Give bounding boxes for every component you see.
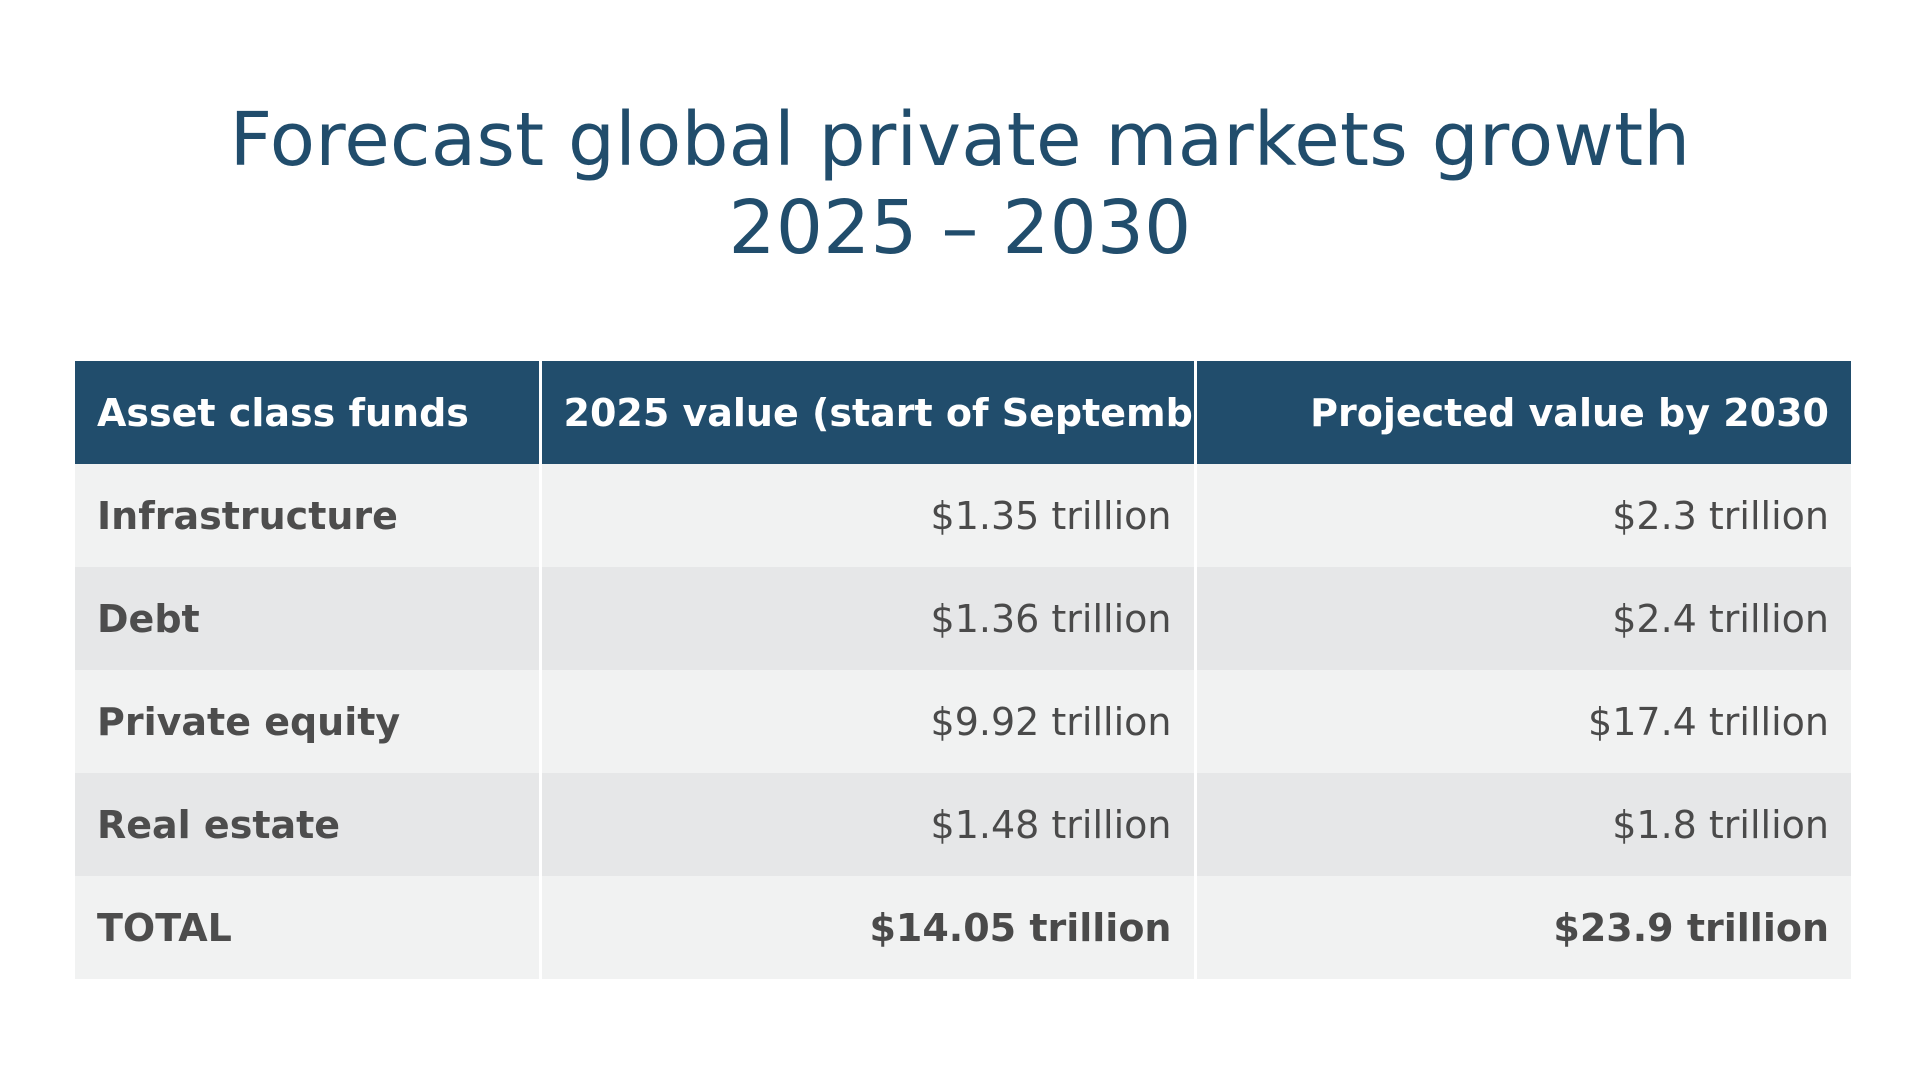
cell-2030-value: $2.3 trillion (1193, 464, 1851, 567)
row-label: Private equity (75, 670, 540, 773)
cell-2025-value: $1.48 trillion (538, 773, 1195, 876)
row-label: Real estate (75, 773, 540, 876)
row-label: TOTAL (75, 876, 540, 979)
row-label: Infrastructure (75, 464, 540, 567)
cell-2025-value: $1.36 trillion (538, 567, 1195, 670)
title-line-1: Forecast global private markets growth (229, 97, 1691, 183)
cell-2030-value: $17.4 trillion (1193, 670, 1851, 773)
column-header-2025-value: 2025 value (start of September) (538, 361, 1195, 464)
cell-2030-value: $1.8 trillion (1193, 773, 1851, 876)
cell-2025-value: $1.35 trillion (538, 464, 1195, 567)
cell-2030-value: $2.4 trillion (1193, 567, 1851, 670)
table-row-total: TOTAL $14.05 trillion $23.9 trillion (75, 876, 1851, 979)
table-row-debt: Debt $1.36 trillion $2.4 trillion (75, 567, 1851, 670)
header-row: Asset class funds 2025 value (start of S… (75, 361, 1851, 464)
row-label: Debt (75, 567, 540, 670)
forecast-table: Asset class funds 2025 value (start of S… (75, 361, 1851, 979)
table-row-infrastructure: Infrastructure $1.35 trillion $2.3 trill… (75, 464, 1851, 567)
chart-title: Forecast global private markets growth 2… (0, 96, 1920, 272)
table-row-private-equity: Private equity $9.92 trillion $17.4 tril… (75, 670, 1851, 773)
column-header-asset-class: Asset class funds (75, 361, 540, 464)
cell-2025-value: $14.05 trillion (538, 876, 1195, 979)
cell-2030-value: $23.9 trillion (1193, 876, 1851, 979)
forecast-table-container: Asset class funds 2025 value (start of S… (75, 361, 1851, 979)
title-line-2: 2025 – 2030 (728, 185, 1192, 271)
cell-2025-value: $9.92 trillion (538, 670, 1195, 773)
column-header-2030-value: Projected value by 2030 (1193, 361, 1851, 464)
table-row-real-estate: Real estate $1.48 trillion $1.8 trillion (75, 773, 1851, 876)
